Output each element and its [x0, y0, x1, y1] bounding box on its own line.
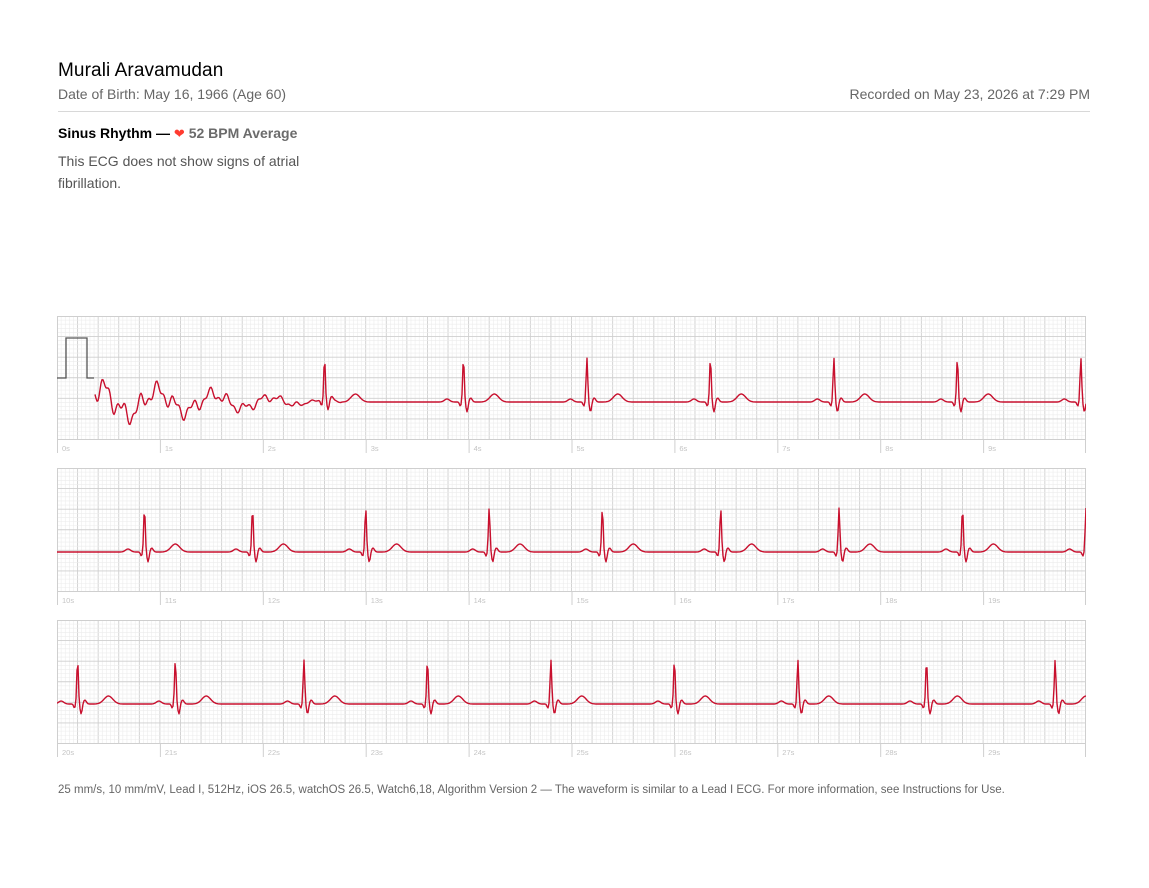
second-label: 27s: [782, 748, 794, 757]
second-label: 21s: [165, 748, 177, 757]
second-label: 17s: [782, 596, 794, 605]
header-divider: [58, 111, 1090, 112]
ecg-strip-3-svg: 20s 21s 22s 23s 24s 25s 26s 27s 28s 29s: [57, 620, 1086, 757]
second-label: 0s: [62, 444, 70, 453]
second-label: 20s: [62, 748, 74, 757]
heart-icon: ❤: [173, 126, 185, 141]
second-label: 9s: [988, 444, 996, 453]
second-label: 7s: [782, 444, 790, 453]
second-label: 22s: [268, 748, 280, 757]
second-label: 19s: [988, 596, 1000, 605]
ecg-trace: [57, 659, 1086, 715]
recording-details: 25 mm/s, 10 mm/mV, Lead I, 512Hz, iOS 26…: [58, 784, 1005, 796]
calibration-pulse: [57, 337, 94, 379]
ecg-trace: [94, 357, 1086, 426]
second-label: 26s: [679, 748, 691, 757]
second-label: 8s: [885, 444, 893, 453]
second-label: 25s: [577, 748, 589, 757]
classification-label: Sinus Rhythm —: [58, 125, 171, 141]
second-label: 28s: [885, 748, 897, 757]
second-label: 6s: [679, 444, 687, 453]
second-label: 29s: [988, 748, 1000, 757]
second-label: 13s: [371, 596, 383, 605]
average-bpm: 52 BPM Average: [188, 125, 298, 141]
second-label: 11s: [165, 596, 177, 605]
second-label: 4s: [474, 444, 482, 453]
grid-border: [57, 620, 1086, 744]
patient-name: Murali Aravamudan: [58, 60, 224, 81]
second-label: 14s: [474, 596, 486, 605]
ecg-summary: This ECG does not show signs of atrial f…: [58, 153, 300, 191]
second-label: 12s: [268, 596, 280, 605]
second-label: 3s: [371, 444, 379, 453]
second-label: 16s: [679, 596, 691, 605]
second-label: 18s: [885, 596, 897, 605]
ecg-strip-2: 10s 11s 12s 13s 14s 15s 16s 17s 18s 19s: [57, 468, 1086, 605]
second-label: 24s: [474, 748, 486, 757]
date-of-birth: Date of Birth: May 16, 1966 (Age 60): [58, 86, 287, 102]
ecg-strip-3: 20s 21s 22s 23s 24s 25s 26s 27s 28s 29s: [57, 620, 1086, 757]
second-label: 23s: [371, 748, 383, 757]
recorded-timestamp: Recorded on May 23, 2026 at 7:29 PM: [849, 86, 1090, 102]
second-label: 2s: [268, 444, 276, 453]
rhythm-classification: Sinus Rhythm — ❤ 52 BPM Average: [58, 125, 297, 142]
ecg-strip-1-svg: 0s 1s 2s 3s 4s 5s 6s 7s 8s 9s: [57, 316, 1086, 453]
second-label: 15s: [577, 596, 589, 605]
second-label: 1s: [165, 444, 173, 453]
ecg-trace: [57, 507, 1086, 563]
ecg-strip-2-svg: 10s 11s 12s 13s 14s 15s 16s 17s 18s 19s: [57, 468, 1086, 605]
second-label: 10s: [62, 596, 74, 605]
second-label: 5s: [577, 444, 585, 453]
ecg-strip-1: 0s 1s 2s 3s 4s 5s 6s 7s 8s 9s: [57, 316, 1086, 453]
